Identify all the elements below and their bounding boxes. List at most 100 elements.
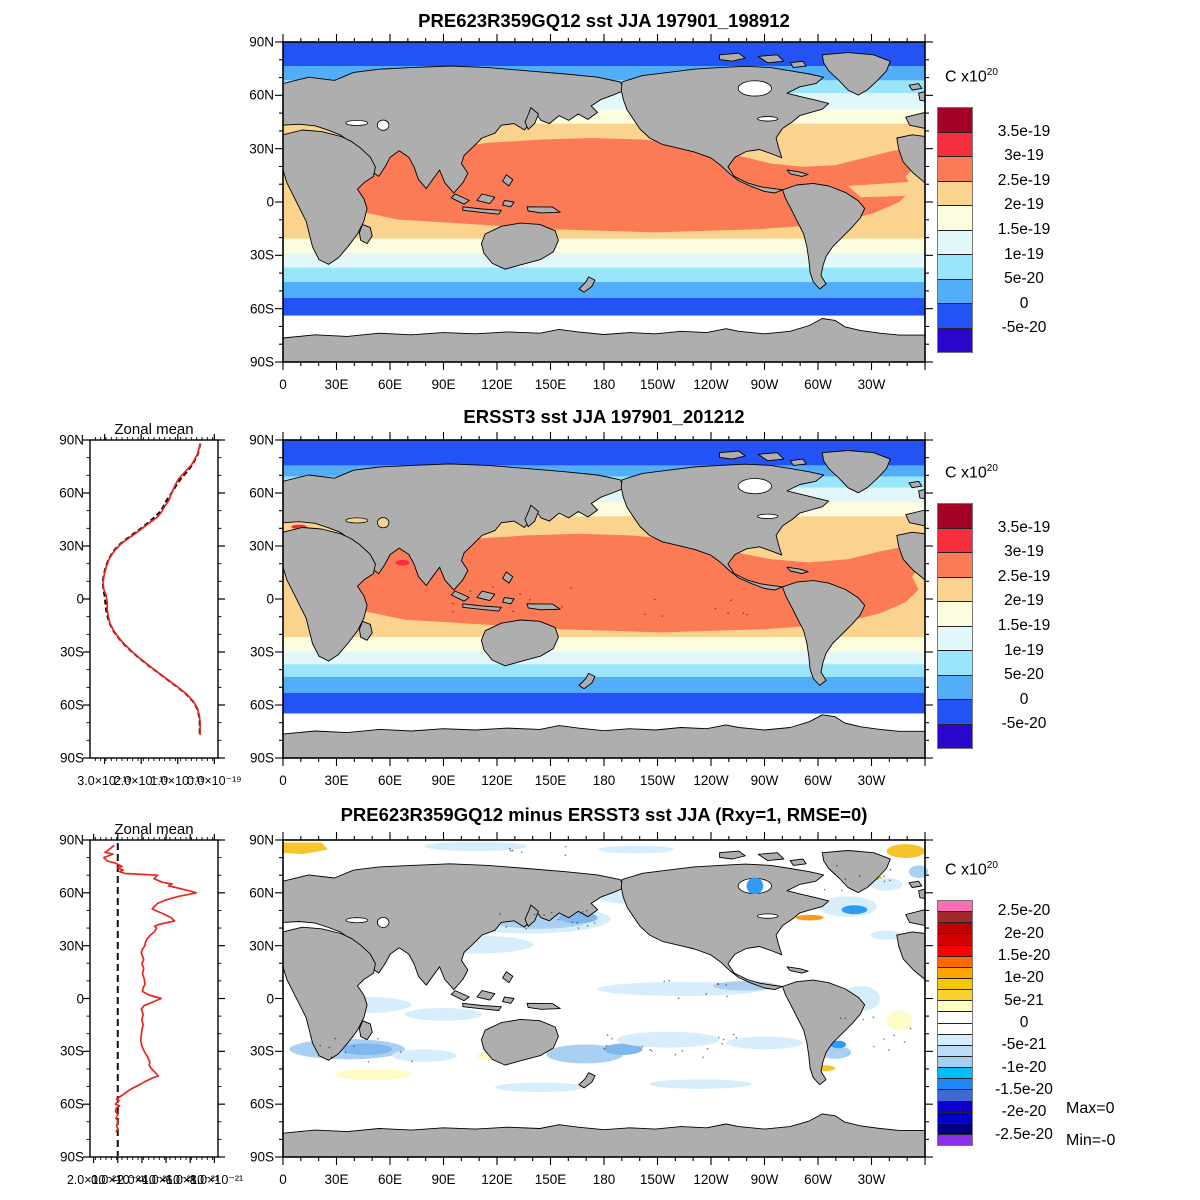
- colorbar-units-label: C x1020: [945, 463, 998, 482]
- colorbar-tick-label: -2e-20: [1001, 1103, 1047, 1121]
- map-x-tick-label: 60E: [377, 377, 403, 392]
- colorbar-tick-label: 2e-19: [1004, 196, 1044, 214]
- map-panel-1: [275, 34, 933, 370]
- colorbar-tick-label: 5e-21: [1004, 991, 1044, 1009]
- map-y-tick-label: 0: [266, 591, 274, 607]
- zonal-y-tick-label: 30S: [59, 1043, 84, 1059]
- map-x-tick-label: 60E: [377, 1172, 403, 1187]
- colorbar-tick-label: 3.5e-19: [997, 122, 1051, 140]
- colorbar-tick-label: 1.5e-19: [997, 221, 1051, 238]
- colorbar-tick-label: 5e-20: [1004, 666, 1044, 684]
- map-x-tick-label: 180: [592, 773, 616, 788]
- colorbar-swatch: [938, 955, 972, 967]
- zonal-y-tick-label: 60N: [59, 885, 84, 901]
- map-x-tick-label: 150E: [534, 1172, 567, 1187]
- colorbar-tick-label: 2.5e-19: [997, 567, 1051, 585]
- colorbar-swatch: [938, 1055, 972, 1068]
- colorbar-swatch: [938, 922, 972, 934]
- zonal-y-tick-label: 30N: [59, 538, 84, 554]
- colorbar-swatch: [938, 1011, 972, 1023]
- zonal-y-tick-label: 90S: [59, 750, 84, 766]
- map-y-tick-label: 90N: [249, 432, 274, 448]
- stat-max: Max=0: [1066, 1100, 1115, 1117]
- colorbar-panel-3: [937, 900, 973, 1146]
- colorbar-swatch: [938, 911, 972, 923]
- colorbar-swatch: [938, 601, 972, 626]
- zonal-x-tick-label: 0.0×10⁻¹⁹: [186, 774, 242, 788]
- zonal-x-tick-label: -2.0×10⁻²¹: [113, 1173, 171, 1187]
- colorbar-tick-label: 5e-20: [1004, 270, 1044, 288]
- zonal-x-tick-label: -4.0×10⁻²¹: [137, 1173, 195, 1187]
- map-y-tick-label: 0: [266, 194, 274, 210]
- map-y-tick-label: 90S: [249, 354, 274, 370]
- map-x-tick-label: 30E: [324, 773, 349, 788]
- colorbar-swatch: [938, 527, 972, 552]
- map-x-tick-label: 120E: [481, 1172, 513, 1187]
- map-x-tick-label: 180: [592, 377, 616, 392]
- colorbar-tick-label: 0: [1019, 690, 1029, 708]
- colorbar-panel-1: [937, 107, 973, 353]
- zonal-x-tick-label: 0.0×10⁻²¹: [91, 1173, 145, 1187]
- colorbar-swatch: [938, 1067, 972, 1079]
- colorbar-swatch: [938, 674, 972, 699]
- map-x-tick-label: 150W: [639, 773, 676, 788]
- map-y-tick-label: 60N: [249, 485, 274, 501]
- zonal-mean-top-title: Zonal mean: [114, 421, 194, 438]
- colorbar-units-label: C x1020: [945, 67, 998, 86]
- zonal-x-tick-label: -6.0×10⁻²¹: [161, 1173, 220, 1187]
- zonal-y-tick-label: 90S: [59, 1149, 84, 1165]
- colorbar-swatch: [938, 254, 972, 279]
- colorbar-tick-label: -1e-20: [1001, 1058, 1047, 1076]
- colorbar-tick-label: -2.5e-20: [995, 1125, 1053, 1143]
- map-x-tick-label: 120E: [481, 377, 513, 392]
- map-x-tick-label: 150W: [639, 1172, 676, 1187]
- map-y-tick-label: 30N: [249, 938, 274, 954]
- zonal-x-tick-label: 2.0×10⁻¹⁹: [113, 774, 169, 788]
- colorbar-swatch: [938, 205, 972, 230]
- map-y-tick-label: 90S: [249, 1149, 274, 1165]
- colorbar-swatch: [938, 108, 972, 132]
- map-x-tick-label: 150W: [639, 377, 676, 392]
- colorbar-tick-label: 2e-20: [1004, 924, 1044, 942]
- colorbar-swatch: [938, 576, 972, 601]
- zonal-y-tick-label: 60S: [59, 697, 84, 713]
- colorbar-tick-label: -1.5e-20: [995, 1081, 1053, 1099]
- colorbar-tick-label: 1e-20: [1004, 969, 1044, 987]
- map-x-tick-label: 60W: [804, 773, 832, 788]
- map-x-tick-label: 120W: [693, 773, 729, 788]
- colorbar-tick-label: 0: [1019, 1014, 1029, 1031]
- colorbar-swatch: [938, 1100, 972, 1112]
- map-x-tick-label: 90W: [750, 377, 779, 392]
- colorbar-swatch: [938, 327, 972, 352]
- map-y-tick-label: 60S: [249, 697, 274, 713]
- colorbar-tick-label: 2e-19: [1004, 592, 1044, 610]
- map-x-tick-label: 90E: [431, 1172, 456, 1187]
- zonal-y-tick-label: 90N: [59, 832, 84, 848]
- map-x-tick-label: 120W: [693, 1172, 729, 1187]
- map-y-tick-label: 60N: [249, 87, 274, 103]
- colorbar-swatch: [938, 131, 972, 156]
- colorbar-swatch: [938, 1000, 972, 1012]
- map-panel-2: [275, 432, 933, 766]
- map-y-tick-label: 30N: [249, 141, 274, 157]
- map-x-tick-label: 120E: [481, 773, 513, 788]
- map-y-tick-label: 90N: [249, 34, 274, 50]
- map-x-tick-label: 180: [592, 1172, 616, 1187]
- zonal-y-tick-label: 90N: [59, 432, 84, 448]
- zonal-x-tick-label: 2.0×10⁻²¹: [66, 1173, 121, 1187]
- zonal-x-tick-label: -8.0×10⁻²¹: [185, 1173, 244, 1187]
- colorbar-swatch: [938, 977, 972, 990]
- colorbar-panel-2: [937, 503, 973, 749]
- colorbar-swatch: [938, 1111, 972, 1123]
- colorbar-swatch: [938, 278, 972, 303]
- map-x-tick-label: 30W: [857, 377, 886, 392]
- map-y-tick-label: 30S: [249, 247, 274, 263]
- zonal-y-tick-label: 0: [76, 591, 84, 607]
- colorbar-swatch: [938, 1078, 972, 1090]
- zonal-mean-bottom-title: Zonal mean: [114, 821, 194, 838]
- map-x-tick-label: 150E: [534, 377, 567, 392]
- colorbar-swatch: [938, 504, 972, 528]
- map-x-tick-label: 60W: [804, 377, 832, 392]
- zonal-y-tick-label: 30S: [59, 644, 84, 660]
